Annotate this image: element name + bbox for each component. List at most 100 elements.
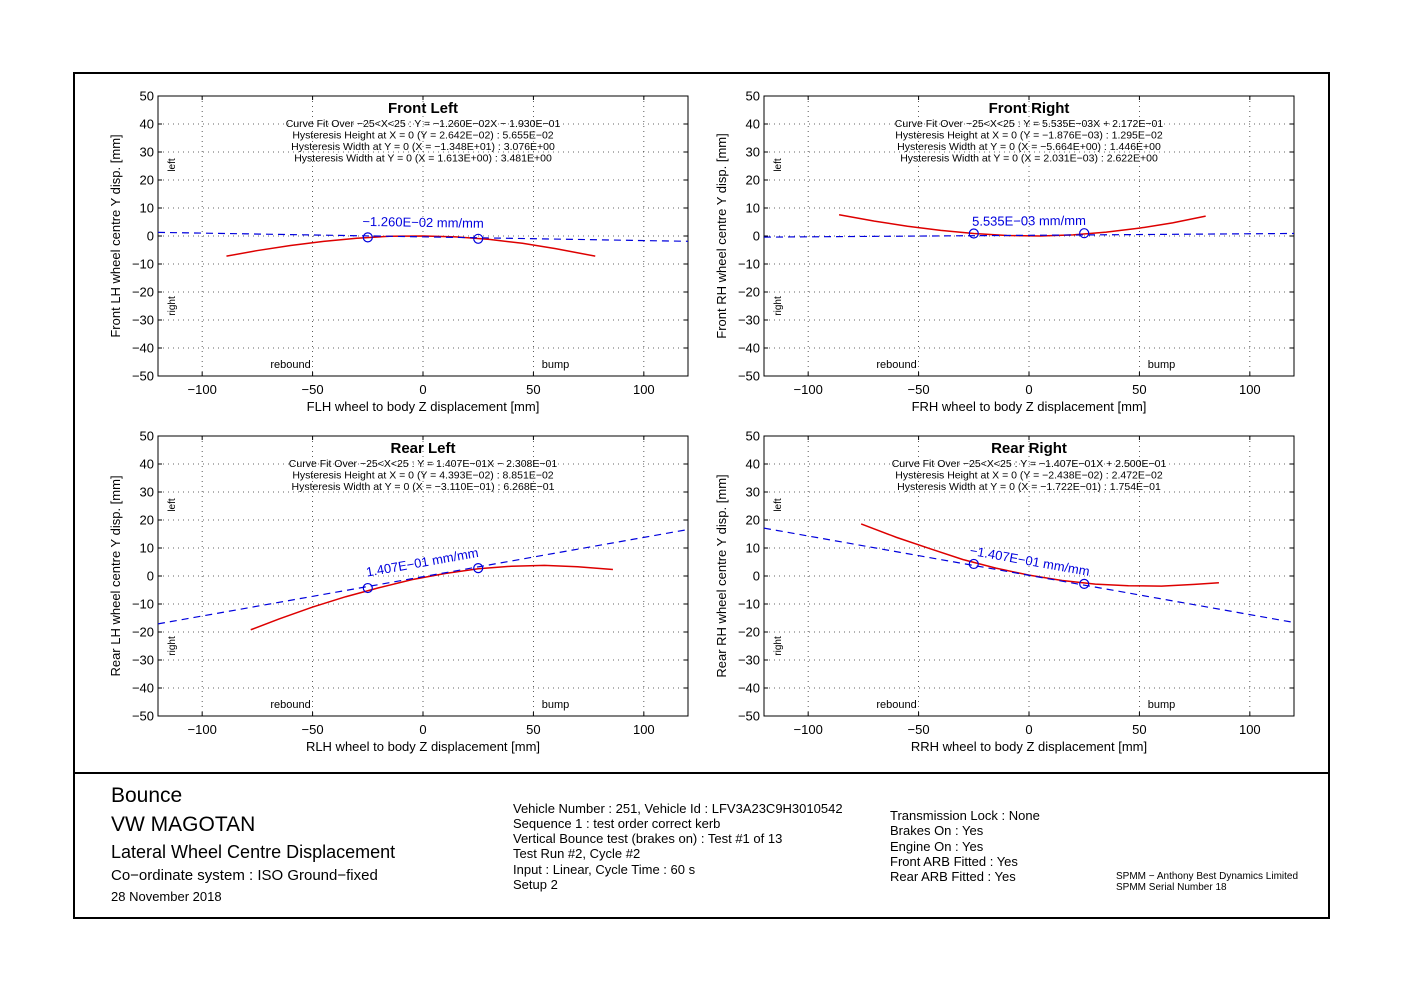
detail-line: Setup 2 bbox=[513, 877, 558, 892]
info-line: Hysteresis Width at Y = 0 (X = −3.110E−0… bbox=[292, 481, 555, 493]
info-line: Hysteresis Height at X = 0 (Y = 2.642E−0… bbox=[292, 130, 553, 142]
y-tick-label: 10 bbox=[140, 541, 154, 556]
x-axis-label: RLH wheel to body Z displacement [mm] bbox=[306, 739, 540, 754]
config-line: Rear ARB Fitted : Yes bbox=[890, 869, 1016, 884]
x-tick-label: −100 bbox=[188, 382, 217, 397]
y-axis-label: Rear RH wheel centre Y disp. [mm] bbox=[714, 474, 729, 677]
x-tick-label: 0 bbox=[419, 722, 426, 737]
vehicle-name: VW MAGOTAN bbox=[111, 813, 256, 836]
y-tick-label: −30 bbox=[132, 653, 154, 668]
info-line: Curve Fit Over −25<X<25 : Y = −1.407E−01… bbox=[892, 458, 1167, 470]
y-tick-label: 20 bbox=[140, 513, 154, 528]
x-axis-label: FLH wheel to body Z displacement [mm] bbox=[307, 399, 540, 414]
bump-label: bump bbox=[1148, 699, 1176, 711]
side-label-left: left bbox=[167, 498, 178, 512]
info-line: Curve Fit Over −25<X<25 : Y = 5.535E−03X… bbox=[895, 118, 1164, 130]
bump-label: bump bbox=[1148, 359, 1176, 371]
y-tick-label: 20 bbox=[746, 513, 760, 528]
y-tick-label: −40 bbox=[738, 681, 760, 696]
hysteresis-curve bbox=[838, 213, 1206, 237]
fit-point-marker bbox=[473, 233, 484, 244]
y-tick-label: −40 bbox=[738, 341, 760, 356]
report-date: 28 November 2018 bbox=[111, 889, 222, 904]
x-tick-label: 50 bbox=[1132, 722, 1146, 737]
y-tick-label: −10 bbox=[738, 597, 760, 612]
test-name: Bounce bbox=[111, 784, 183, 807]
y-tick-label: −10 bbox=[738, 257, 760, 272]
rebound-label: rebound bbox=[270, 359, 310, 371]
fit-point-marker bbox=[968, 228, 979, 239]
linear-fit-line bbox=[763, 232, 1295, 238]
y-tick-label: −30 bbox=[738, 313, 760, 328]
info-line: Hysteresis Height at X = 0 (Y = 4.393E−0… bbox=[292, 470, 553, 482]
side-label-right: right bbox=[167, 296, 178, 316]
y-tick-label: 10 bbox=[746, 541, 760, 556]
fit-point-marker bbox=[1079, 228, 1090, 239]
y-tick-label: −30 bbox=[132, 313, 154, 328]
y-axis-label: Front LH wheel centre Y disp. [mm] bbox=[108, 134, 123, 337]
x-tick-label: 100 bbox=[1239, 382, 1261, 397]
x-tick-label: −50 bbox=[302, 722, 324, 737]
detail-line: Sequence 1 : test order correct kerb bbox=[513, 816, 721, 831]
config-line: Brakes On : Yes bbox=[890, 823, 984, 838]
x-tick-label: 0 bbox=[1025, 382, 1032, 397]
side-label-left: left bbox=[167, 158, 178, 172]
y-tick-label: 40 bbox=[746, 117, 760, 132]
info-line: Hysteresis Width at Y = 0 (X = 2.031E−03… bbox=[900, 153, 1158, 165]
x-tick-label: 100 bbox=[1239, 722, 1261, 737]
info-line: Hysteresis Width at Y = 0 (X = −1.348E+0… bbox=[291, 141, 555, 153]
y-tick-label: 0 bbox=[147, 569, 154, 584]
y-tick-label: −20 bbox=[738, 625, 760, 640]
bump-label: bump bbox=[542, 359, 570, 371]
x-tick-label: 100 bbox=[633, 722, 655, 737]
coordinate-system: Co−ordinate system : ISO Ground−fixed bbox=[111, 867, 378, 884]
fit-point-marker bbox=[473, 563, 484, 574]
linear-fit-line bbox=[157, 231, 689, 242]
y-tick-label: 20 bbox=[746, 173, 760, 188]
config-line: Engine On : Yes bbox=[890, 839, 984, 854]
info-line: Curve Fit Over −25<X<25 : Y = −1.260E−02… bbox=[286, 118, 561, 130]
serial-number: SPMM Serial Number 18 bbox=[1116, 882, 1227, 893]
info-line: Hysteresis Width at Y = 0 (X = −1.722E−0… bbox=[897, 481, 1161, 493]
info-line: Hysteresis Width at Y = 0 (X = −5.664E+0… bbox=[897, 141, 1161, 153]
chart-panel: −100 −50 0 50 100−50−40−30−20−1001020304050F… bbox=[108, 89, 689, 414]
y-tick-label: −50 bbox=[738, 369, 760, 384]
linear-fit-line bbox=[157, 528, 689, 625]
slope-label: 5.535E−03 mm/mm bbox=[972, 213, 1086, 229]
y-tick-label: 0 bbox=[753, 229, 760, 244]
side-label-right: right bbox=[167, 636, 178, 656]
y-tick-label: 50 bbox=[140, 429, 154, 444]
chart-panel: −100 −50 0 50 100−50−40−30−20−1001020304050R… bbox=[108, 429, 689, 754]
hysteresis-curve bbox=[250, 564, 613, 631]
y-tick-label: −20 bbox=[738, 285, 760, 300]
slope-label: −1.260E−02 mm/mm bbox=[362, 214, 484, 231]
chart-title: Rear Right bbox=[991, 440, 1067, 457]
bump-label: bump bbox=[542, 699, 570, 711]
side-label-left: left bbox=[773, 498, 784, 512]
side-label-right: right bbox=[773, 296, 784, 316]
rebound-label: rebound bbox=[270, 699, 310, 711]
detail-line: Input : Linear, Cycle Time : 60 s bbox=[513, 862, 696, 877]
y-tick-label: 40 bbox=[746, 457, 760, 472]
detail-line: Vertical Bounce test (brakes on) : Test … bbox=[513, 831, 783, 846]
y-tick-label: 10 bbox=[746, 201, 760, 216]
fit-point-marker bbox=[362, 232, 373, 243]
y-tick-label: 30 bbox=[746, 485, 760, 500]
config-line: Transmission Lock : None bbox=[890, 808, 1040, 823]
x-tick-label: 50 bbox=[526, 722, 540, 737]
x-tick-label: 50 bbox=[526, 382, 540, 397]
y-tick-label: 30 bbox=[746, 145, 760, 160]
y-tick-label: 50 bbox=[140, 89, 154, 104]
chart-title: Rear Left bbox=[390, 440, 455, 457]
report-frame bbox=[73, 72, 1330, 919]
x-tick-label: −50 bbox=[302, 382, 324, 397]
y-tick-label: −10 bbox=[132, 597, 154, 612]
y-tick-label: −20 bbox=[132, 625, 154, 640]
x-axis-label: FRH wheel to body Z displacement [mm] bbox=[912, 399, 1147, 414]
hysteresis-curve bbox=[860, 523, 1219, 587]
y-tick-label: 10 bbox=[140, 201, 154, 216]
chart-title: Front Left bbox=[388, 100, 458, 117]
x-tick-label: −50 bbox=[908, 722, 930, 737]
x-tick-label: −100 bbox=[188, 722, 217, 737]
footer-divider bbox=[73, 772, 1330, 774]
